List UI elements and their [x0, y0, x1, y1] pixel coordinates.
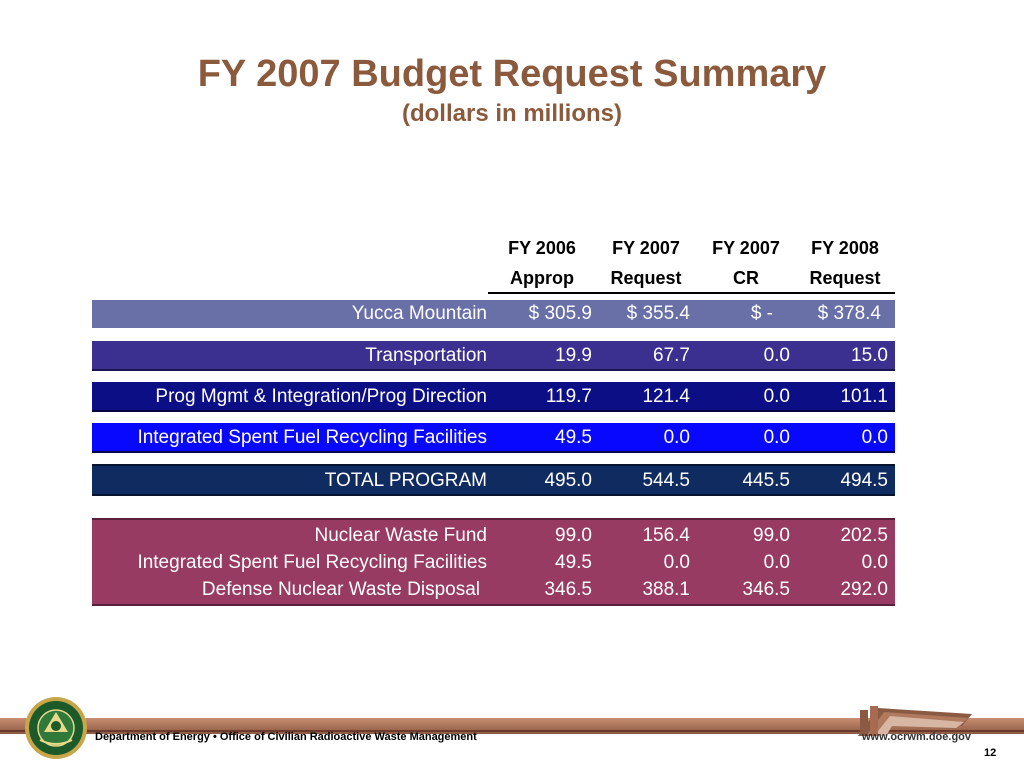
funding-source-block: Nuclear Waste Fund 99.0 156.4 99.0 202.5…	[92, 518, 895, 606]
column-header-fy2007-request: FY 2007 Request	[598, 233, 694, 293]
cell-fy2007-cr: 0.0	[763, 345, 790, 366]
column-header-line1: FY 2008	[811, 238, 879, 258]
column-header-line2: Request	[809, 268, 881, 288]
table-row-integrated-spent-fuel-funding: Integrated Spent Fuel Recycling Faciliti…	[92, 549, 895, 576]
row-label: TOTAL PROGRAM	[324, 470, 487, 491]
table-row-defense-nuclear-waste: Defense Nuclear Waste Disposal 346.5 388…	[92, 576, 895, 603]
cell-fy2007-cr: $ -	[750, 303, 773, 324]
cell-fy2006: 346.5	[544, 579, 592, 600]
page-number: 12	[984, 747, 997, 759]
cell-fy2007-request: 544.5	[642, 470, 690, 491]
column-header-line2: Approp	[510, 268, 574, 288]
row-label: Integrated Spent Fuel Recycling Faciliti…	[137, 552, 487, 573]
row-label: Nuclear Waste Fund	[314, 525, 487, 546]
table-row-transportation: Transportation 19.9 67.7 0.0 15.0	[92, 341, 895, 371]
cell-fy2008: $ 378.4	[817, 303, 881, 324]
cell-fy2008: 15.0	[851, 345, 888, 366]
column-header-fy2006: FY 2006 Approp	[496, 233, 588, 293]
cell-fy2007-request: $ 355.4	[626, 303, 690, 324]
column-header-fy2008: FY 2008 Request	[798, 233, 892, 293]
header-rule	[488, 292, 895, 294]
cell-fy2006: 19.9	[555, 345, 592, 366]
cell-fy2007-cr: 445.5	[742, 470, 790, 491]
column-header-fy2007-cr: FY 2007 CR	[700, 233, 792, 293]
cell-fy2007-request: 388.1	[642, 579, 690, 600]
cell-fy2008: 202.5	[840, 525, 888, 546]
column-header-line1: FY 2007	[612, 238, 680, 258]
cell-fy2007-request: 156.4	[642, 525, 690, 546]
cell-fy2006: 49.5	[555, 427, 592, 448]
cell-fy2007-cr: 0.0	[763, 386, 790, 407]
cell-fy2007-request: 0.0	[663, 427, 690, 448]
table-row-prog-mgmt: Prog Mgmt & Integration/Prog Direction 1…	[92, 382, 895, 412]
column-header-line1: FY 2007	[712, 238, 780, 258]
row-label: Transportation	[365, 345, 487, 366]
slide-subtitle: (dollars in millions)	[401, 100, 623, 127]
footer-org-text: Department of Energy • Office of Civilia…	[95, 731, 477, 743]
row-label: Prog Mgmt & Integration/Prog Direction	[155, 386, 487, 407]
row-label: Defense Nuclear Waste Disposal	[201, 579, 480, 600]
cell-fy2008: 101.1	[840, 386, 888, 407]
cell-fy2007-request: 121.4	[642, 386, 690, 407]
ocrwm-logo-icon	[858, 706, 972, 736]
footer-rule	[0, 730, 1024, 732]
footer-url: www.ocrwm.doe.gov	[862, 731, 971, 743]
cell-fy2007-request: 0.0	[663, 552, 690, 573]
cell-fy2007-request: 67.7	[653, 345, 690, 366]
cell-fy2006: 99.0	[555, 525, 592, 546]
cell-fy2006: $ 305.9	[528, 303, 592, 324]
cell-fy2008: 0.0	[861, 427, 888, 448]
row-label: Integrated Spent Fuel Recycling Faciliti…	[137, 427, 487, 448]
table-row-total-program: TOTAL PROGRAM 495.0 544.5 445.5 494.5	[92, 464, 895, 496]
column-header-line2: CR	[733, 268, 759, 288]
table-row-yucca-mountain: Yucca Mountain $ 305.9 $ 355.4 $ - $ 378…	[92, 300, 895, 328]
cell-fy2006: 119.7	[545, 386, 592, 407]
slide-title: FY 2007 Budget Request Summary	[197, 53, 827, 95]
cell-fy2006: 49.5	[555, 552, 592, 573]
cell-fy2007-cr: 0.0	[763, 427, 790, 448]
table-row-integrated-spent-fuel: Integrated Spent Fuel Recycling Faciliti…	[92, 423, 895, 453]
row-label: Yucca Mountain	[351, 303, 487, 324]
cell-fy2007-cr: 0.0	[763, 552, 790, 573]
cell-fy2008: 494.5	[840, 470, 888, 491]
cell-fy2007-cr: 346.5	[742, 579, 790, 600]
cell-fy2008: 0.0	[861, 552, 888, 573]
doe-seal-icon	[25, 697, 87, 759]
table-row-nuclear-waste-fund: Nuclear Waste Fund 99.0 156.4 99.0 202.5	[92, 522, 895, 549]
column-header-line1: FY 2006	[508, 238, 576, 258]
cell-fy2008: 292.0	[840, 579, 888, 600]
cell-fy2007-cr: 99.0	[753, 525, 790, 546]
cell-fy2006: 495.0	[544, 470, 592, 491]
column-header-line2: Request	[610, 268, 682, 288]
